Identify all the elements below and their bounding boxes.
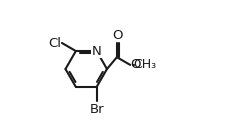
- Text: CH₃: CH₃: [133, 58, 156, 71]
- Text: Cl: Cl: [48, 37, 61, 50]
- Text: N: N: [91, 45, 101, 58]
- Text: O: O: [112, 29, 123, 42]
- Text: Br: Br: [89, 103, 104, 116]
- Text: O: O: [130, 58, 141, 71]
